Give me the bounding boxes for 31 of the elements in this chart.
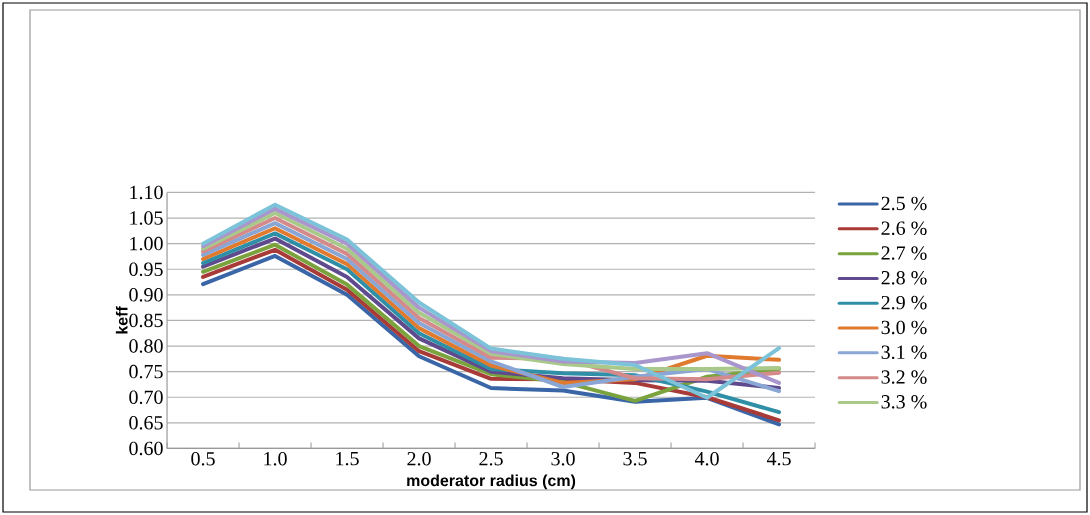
x-tick-label: 2.5 [479, 451, 503, 466]
x-tick-label: 1.0 [264, 451, 287, 466]
legend-label: 3.2 % [881, 370, 927, 384]
legend-label: 2.7 % [881, 246, 927, 260]
y-tick-label: 1.05 [130, 211, 163, 225]
y-tick-label: 0.90 [129, 288, 163, 302]
legend-label: 2.6 % [881, 221, 927, 236]
y-tick-label: 0.70 [129, 390, 163, 405]
y-tick-label: 1.10 [130, 185, 163, 200]
x-tick-label: 3.5 [623, 451, 647, 466]
x-tick-label: 0.5 [191, 451, 215, 466]
legend-label: 2.8 % [881, 271, 927, 285]
x-axis-title: moderator radius (cm) [407, 474, 576, 490]
legend-label: 3.0 % [881, 320, 927, 335]
y-tick-label: 0.75 [129, 364, 163, 379]
legend-label: 2.5 % [881, 196, 927, 211]
y-axis-title: keff [115, 306, 128, 334]
x-tick-label: 2.0 [407, 451, 431, 466]
y-tick-label: 0.60 [129, 441, 163, 456]
x-tick-label: 3.0 [551, 451, 575, 466]
x-tick-label: 4.0 [694, 451, 719, 466]
x-tick-label: 4.5 [766, 451, 791, 466]
y-tick-label: 0.85 [129, 313, 163, 328]
x-tick-label: 1.5 [336, 451, 359, 466]
legend-label: 2.9 % [881, 295, 927, 310]
y-tick-label: 0.80 [129, 339, 163, 353]
y-tick-label: 1.00 [130, 236, 163, 251]
legend-label: 3.3 % [881, 395, 927, 409]
legend-label: 3.1 % [881, 345, 927, 360]
y-tick-label: 0.65 [129, 416, 163, 430]
y-tick-label: 0.95 [129, 262, 163, 277]
